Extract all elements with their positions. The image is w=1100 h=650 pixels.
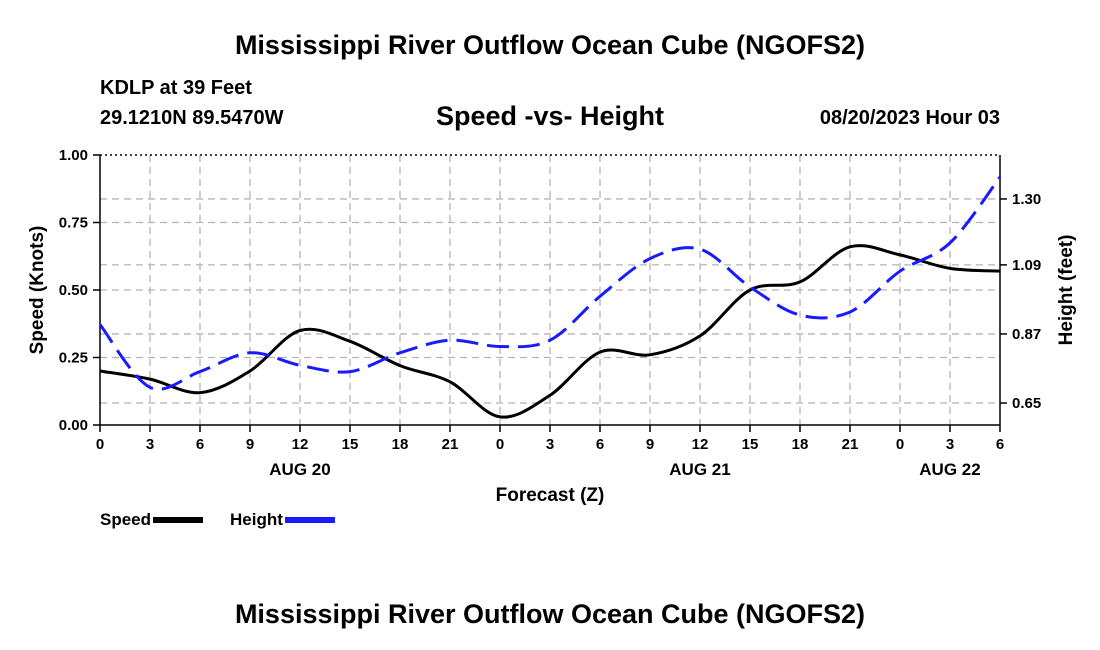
x-tick-label: 6: [596, 436, 604, 453]
x-tick-label: 15: [742, 436, 759, 453]
x-axis-title: Forecast (Z): [496, 485, 605, 506]
x-tick-label: 12: [692, 436, 709, 453]
chart-title-repeat: Mississippi River Outflow Ocean Cube (NG…: [234, 599, 866, 629]
x-date-label: AUG 21: [669, 460, 730, 479]
legend-speed-label: Speed: [100, 510, 152, 529]
x-tick-label: 9: [246, 436, 254, 453]
y2-axis-title: Height (feet): [1056, 235, 1077, 346]
y-tick-label: 1.00: [59, 147, 88, 164]
x-date-label: AUG 20: [269, 460, 330, 479]
forecast-datetime: 08/20/2023 Hour 03: [819, 107, 1000, 129]
x-tick-label: 18: [792, 436, 809, 453]
legend-height-label: Height: [230, 510, 283, 529]
y-tick-label: 0.25: [59, 350, 88, 367]
x-tick-label: 9: [646, 436, 654, 453]
y2-tick-label: 0.65: [1012, 395, 1041, 412]
x-tick-label: 6: [196, 436, 204, 453]
chart-title: Mississippi River Outflow Ocean Cube (NG…: [234, 30, 866, 60]
y-tick-label: 0.75: [59, 215, 88, 232]
x-tick-label: 3: [946, 436, 954, 453]
station-label: KDLP at 39 Feet: [100, 77, 252, 99]
x-tick-label: 0: [896, 436, 904, 453]
y-axis-title: Speed (Knots): [27, 226, 48, 355]
x-tick-label: 3: [546, 436, 554, 453]
x-tick-label: 0: [96, 436, 104, 453]
x-tick-label: 6: [996, 436, 1004, 453]
series-height-line: [98, 176, 1002, 391]
coordinates-label: 29.1210N 89.5470W: [100, 107, 284, 129]
x-tick-label: 0: [496, 436, 504, 453]
chart-subtitle: Speed -vs- Height: [435, 101, 665, 131]
x-date-label: AUG 22: [919, 460, 980, 479]
y2-tick-label: 0.87: [1012, 326, 1041, 343]
x-tick-label: 21: [842, 436, 859, 453]
legend-height: Height: [230, 510, 335, 530]
y2-tick-label: 1.30: [1012, 191, 1041, 208]
x-tick-label: 3: [146, 436, 154, 453]
legend-speed: Speed: [100, 510, 204, 530]
y2-tick-label: 1.09: [1012, 257, 1041, 274]
legend-speed-swatch: [153, 517, 204, 523]
x-tick-label: 12: [292, 436, 309, 453]
x-tick-label: 18: [392, 436, 409, 453]
y-tick-label: 0.50: [59, 282, 88, 299]
legend-height-swatch: [284, 517, 335, 523]
y-tick-label: 0.00: [59, 417, 88, 434]
series-speed-line: [99, 244, 1001, 419]
x-tick-label: 21: [442, 436, 459, 453]
x-tick-label: 15: [342, 436, 359, 453]
